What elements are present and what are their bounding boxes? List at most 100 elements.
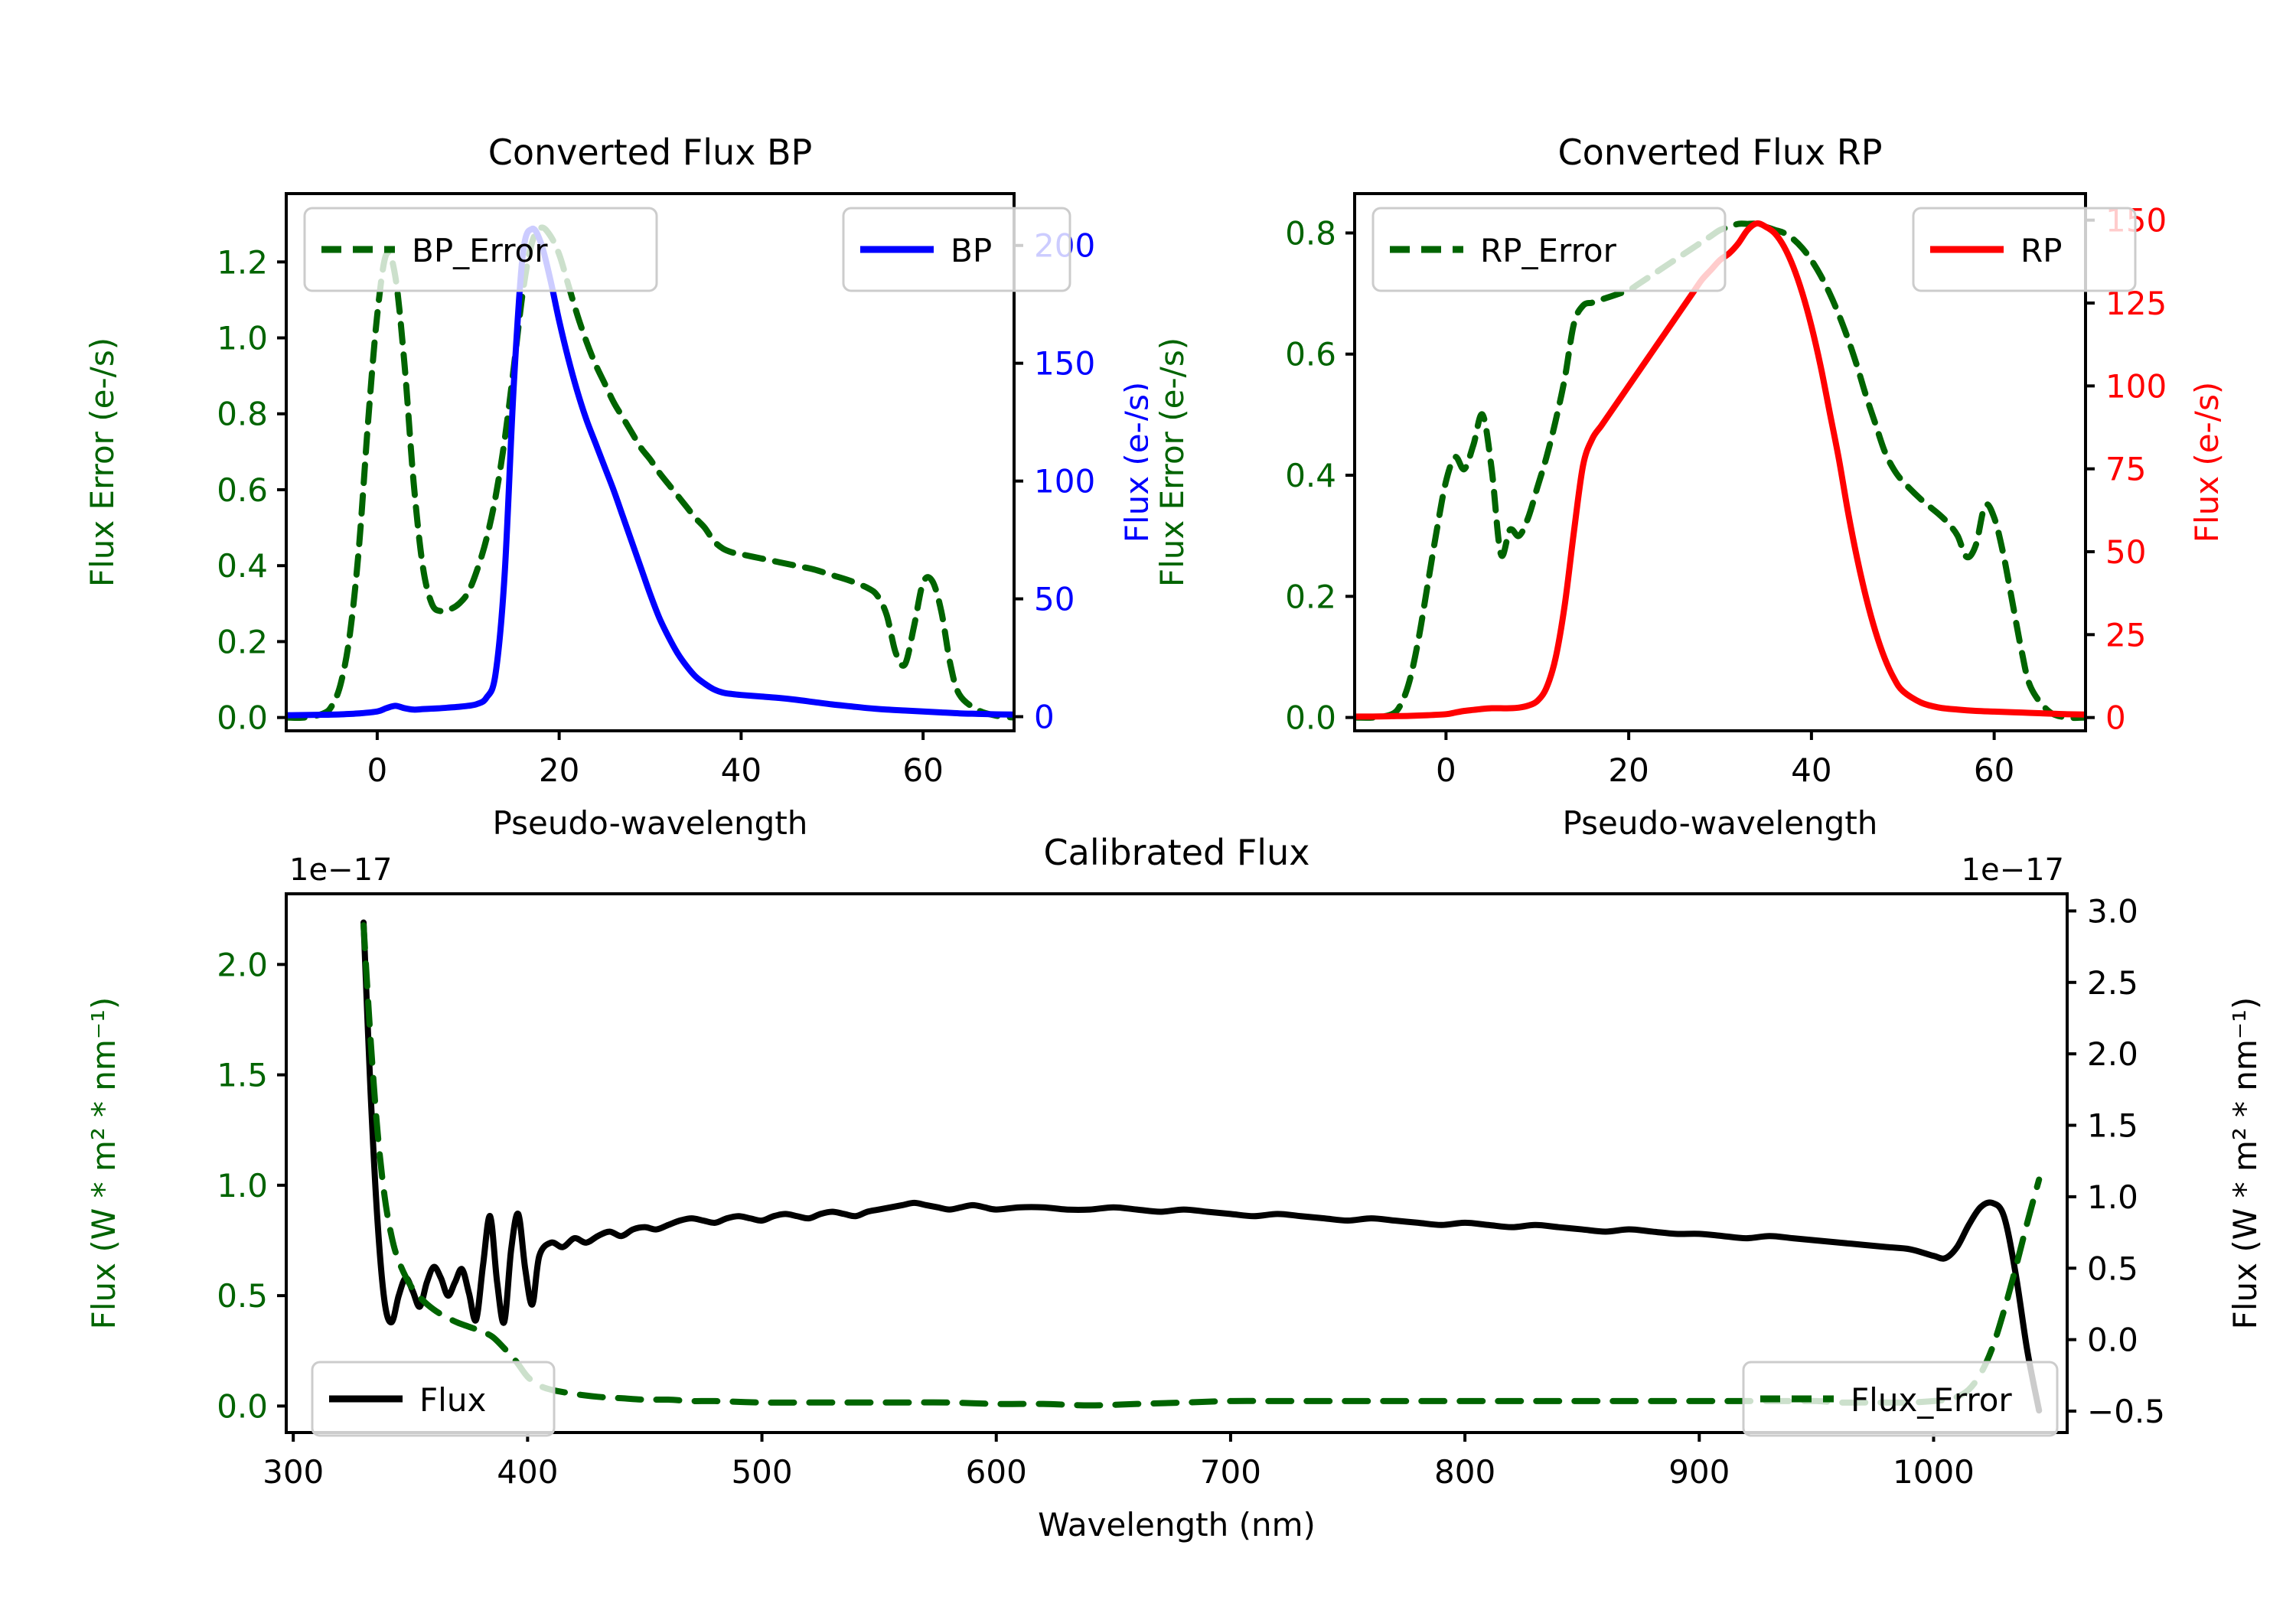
panel-converted-flux-rp: Converted Flux RP 0 20 40 60 Pseudo-wavelengt…	[1071, 0, 2296, 842]
y-axis-label-right: Flux (e-/s)	[1118, 382, 1148, 543]
y-tick-label-right: 0	[1034, 699, 1055, 736]
x-tick-label: 700	[1200, 1453, 1261, 1491]
plot-area	[1355, 220, 2086, 722]
x-tick-label: 20	[539, 751, 579, 789]
y-tick-label-right: −0.5	[2087, 1393, 2165, 1430]
y-tick-label-right: 100	[1034, 463, 1095, 500]
y-axis-left: 0.0 0.5 1.0 1.5 2.0 Flux (W * m² * nm⁻¹)	[85, 946, 286, 1425]
x-tick-label: 400	[497, 1453, 558, 1491]
y-tick-label-left: 0.5	[217, 1277, 268, 1315]
panel-calibrated-flux: Calibrated Flux 300 400 500 600 700 800 900 1000…	[0, 826, 2296, 1607]
y-tick-label-left: 0.0	[1285, 699, 1336, 737]
series-flux	[360, 919, 2043, 1414]
x-tick-label: 600	[966, 1453, 1027, 1491]
y-tick-label-right: 2.0	[2087, 1035, 2138, 1073]
x-axis-label: Pseudo-wavelength	[493, 804, 808, 842]
y-tick-label-right: 50	[2105, 533, 2146, 571]
x-tick-label: 0	[367, 751, 388, 789]
legend-box	[1912, 207, 2137, 292]
x-tick-label: 60	[1974, 751, 2014, 789]
axes-frame	[285, 892, 2069, 1434]
y-axis-label-left: Flux Error (e-/s)	[83, 337, 121, 587]
y-tick-label-right: 3.0	[2087, 892, 2138, 930]
legend-box	[303, 207, 658, 292]
x-tick-label: 500	[731, 1453, 792, 1491]
y-tick-label-left: 1.5	[217, 1057, 268, 1094]
y-tick-label-left: 0.8	[217, 396, 268, 433]
x-tick-label: 40	[721, 751, 762, 789]
y-offset-label-right: 1e−17	[1962, 852, 2064, 888]
legend-box	[311, 1361, 556, 1437]
y-tick-label-left: 0.4	[217, 547, 268, 585]
y-tick-label-right: 25	[2105, 616, 2146, 654]
axes-frame	[285, 192, 1016, 732]
x-tick-label: 60	[902, 751, 943, 789]
y-axis-label-right: Flux (e-/s)	[2188, 382, 2226, 543]
legend-bp_error[interactable]: BP_Error	[303, 207, 658, 292]
y-tick-label-right: 0.5	[2087, 1250, 2138, 1287]
y-tick-label-right: 1.5	[2087, 1107, 2138, 1145]
legend-label: BP_Error	[412, 232, 548, 269]
y-tick-label-left: 1.0	[217, 1167, 268, 1204]
legend-box	[1371, 207, 1727, 292]
legend-box	[842, 207, 1071, 292]
y-tick-label-left: 0.0	[217, 699, 268, 737]
chart-converted-flux-bp: Converted Flux BP 0 20 40 60 Pseudo-wavelengt…	[83, 132, 1148, 842]
y-tick-label-right: 50	[1034, 581, 1075, 618]
series-bp_error	[286, 224, 1014, 722]
legend-box	[1742, 1361, 2059, 1437]
y-tick-label-right: 150	[1034, 345, 1095, 383]
x-tick-label: 900	[1668, 1453, 1730, 1491]
y-tick-label-left: 0.8	[1285, 214, 1336, 252]
legend-label: BP	[951, 232, 992, 269]
y-axis-label-left: Flux Error (e-/s)	[1153, 337, 1191, 587]
series-rp_error	[1355, 220, 2086, 722]
legend-rp[interactable]: RP	[1912, 207, 2137, 292]
y-tick-label-right: 2.5	[2087, 964, 2138, 1002]
y-tick-label-left: 2.0	[217, 946, 268, 983]
legend-flux_error[interactable]: Flux_Error	[1742, 1361, 2059, 1437]
y-axis-label-right: Flux (W * m² * nm⁻¹)	[2226, 997, 2264, 1330]
y-tick-label-left: 1.2	[217, 243, 268, 281]
y-axis-left: 0.0 0.2 0.4 0.6 0.8 Flux Error (e-/s)	[1153, 214, 1355, 737]
chart-calibrated-flux: Calibrated Flux 300 400 500 600 700 800 900 1000…	[85, 832, 2264, 1543]
panel-converted-flux-bp: Converted Flux BP 0 20 40 60 Pseudo-wavelengt…	[0, 0, 1148, 842]
y-axis-right: 0255075100125150Flux (e-/s)	[2086, 202, 2226, 737]
y-tick-label-left: 1.0	[217, 320, 268, 357]
x-axis-label: Wavelength (nm)	[1038, 1506, 1316, 1543]
legend-rp_error[interactable]: RP_Error	[1371, 207, 1727, 292]
y-tick-label-right: 0.0	[2087, 1322, 2138, 1359]
x-tick-label: 800	[1434, 1453, 1495, 1491]
y-tick-label-right: 100	[2105, 367, 2167, 405]
plot-area	[360, 919, 2043, 1414]
y-tick-label-left: 0.6	[1285, 336, 1336, 373]
y-tick-label-right: 1.0	[2087, 1178, 2138, 1216]
y-tick-label-right: 0	[2105, 699, 2126, 737]
legend-flux[interactable]: Flux	[311, 1361, 556, 1437]
series-bp	[286, 225, 1014, 719]
legend-bp[interactable]: BP	[842, 207, 1071, 292]
legend-label: Flux_Error	[1851, 1381, 2012, 1419]
y-axis-label-left: Flux (W * m² * nm⁻¹)	[85, 997, 122, 1330]
legend-label: RP_Error	[1480, 232, 1617, 269]
y-tick-label-left: 0.2	[1285, 578, 1336, 615]
x-axis-label: Pseudo-wavelength	[1563, 804, 1878, 842]
y-tick-label-left: 0.4	[1285, 457, 1336, 494]
x-tick-label: 40	[1791, 751, 1831, 789]
legend-label: Flux	[419, 1381, 486, 1419]
y-tick-label-left: 0.6	[217, 471, 268, 509]
axes-frame	[1353, 192, 2087, 732]
x-axis: 0 20 40 60 Pseudo-wavelength	[1436, 731, 2014, 842]
legend-label: RP	[2020, 232, 2063, 269]
chart-converted-flux-rp: Converted Flux RP 0 20 40 60 Pseudo-wavelengt…	[1153, 132, 2226, 842]
y-axis-left: 0.0 0.2 0.4 0.6 0.8 1.0 1.2 Flux Error (e-/s)	[83, 243, 286, 737]
panel-title: Calibrated Flux	[1044, 832, 1310, 873]
y-axis-right: −0.5 0.0 0.5 1.0 1.5 2.0 2.5 3.0 Flux (W * m² * …	[2067, 892, 2264, 1430]
y-axis-right: 050100150200Flux (e-/s)	[1014, 227, 1148, 736]
y-tick-label-left: 0.2	[217, 623, 268, 660]
x-tick-label: 20	[1608, 751, 1649, 789]
y-offset-label-left: 1e−17	[289, 852, 392, 888]
panel-title: Converted Flux RP	[1558, 132, 1883, 173]
x-axis: 300 400 500 600 700 800 900 1000 Wavelength (nm)	[263, 1433, 1975, 1543]
